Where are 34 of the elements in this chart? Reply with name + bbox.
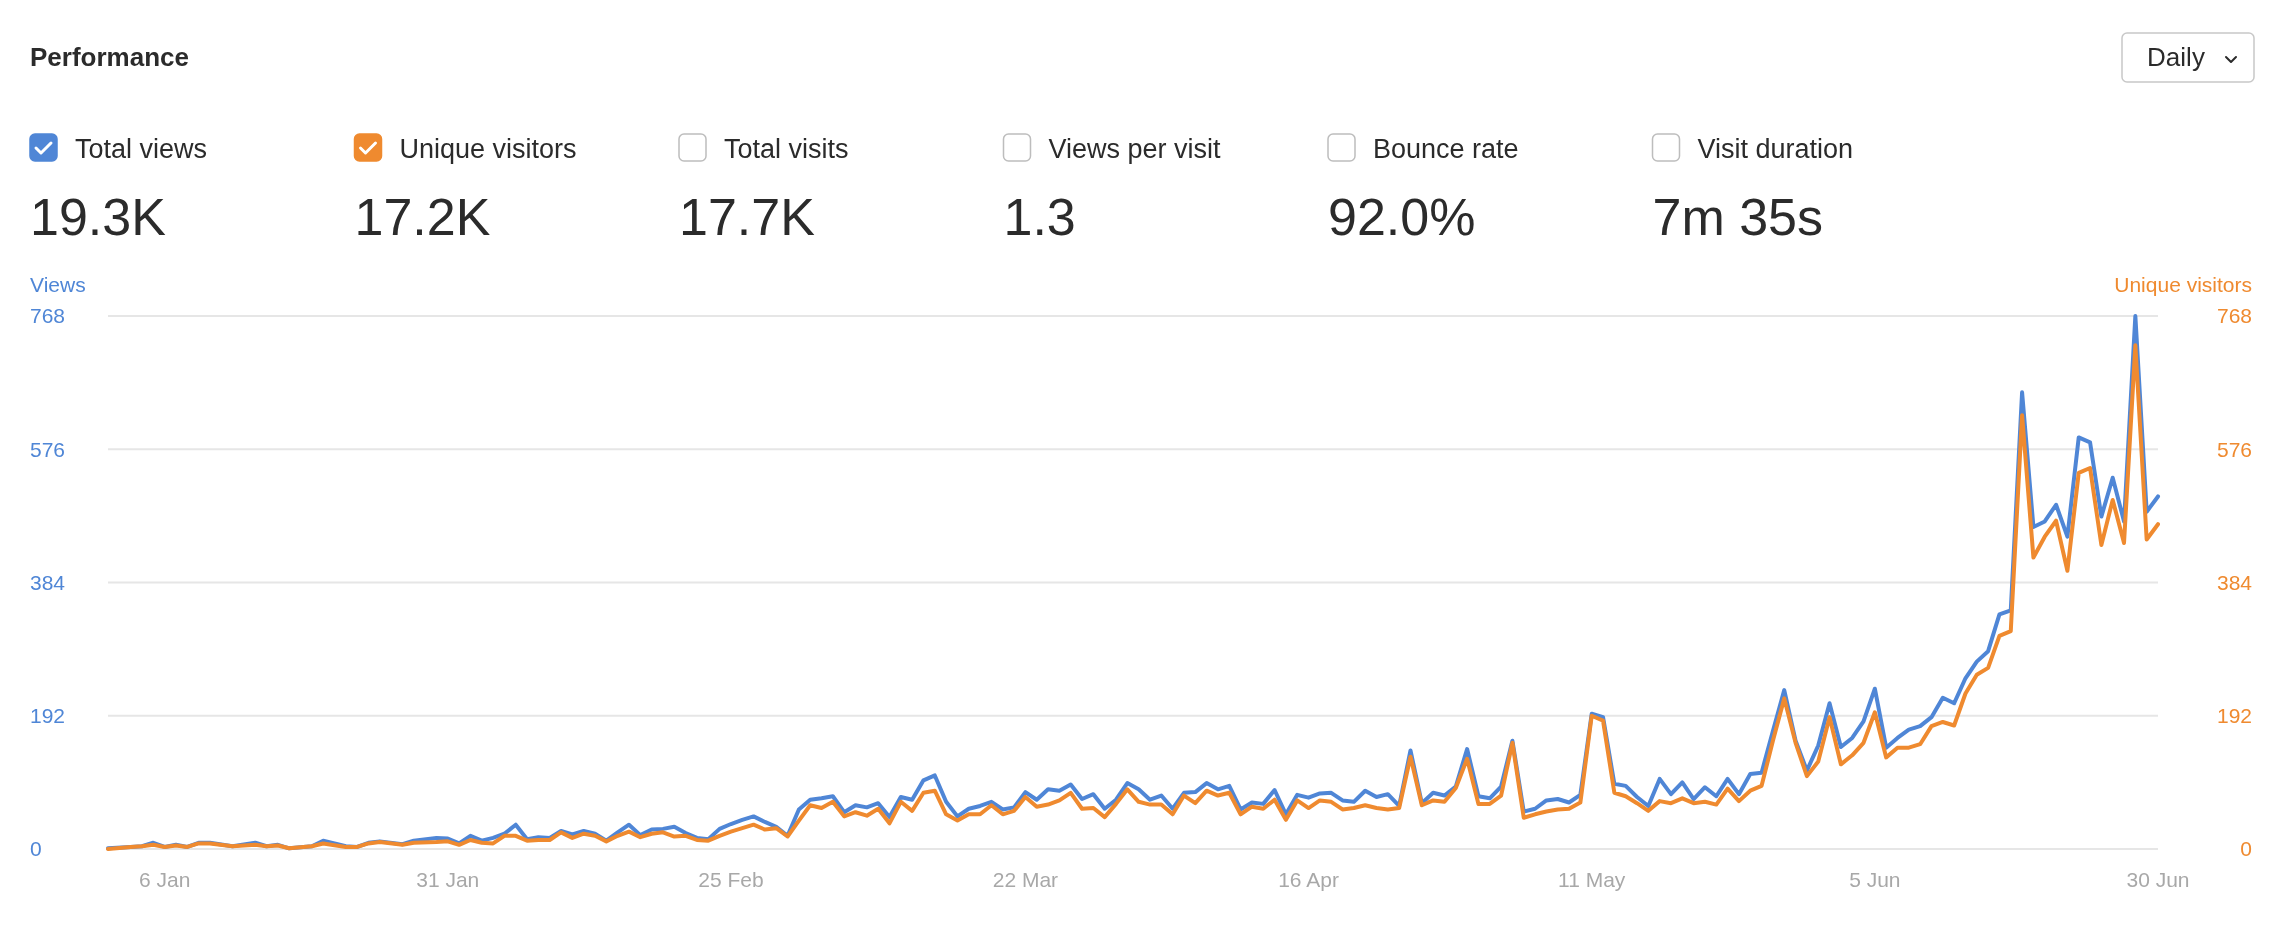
text: 17.2K	[354, 188, 491, 246]
text: 19.3K	[30, 188, 167, 246]
y2-tick-label: 0	[2240, 837, 2252, 861]
x-tick-label: 5 Jun	[1849, 868, 1901, 891]
x-tick-label: 6 Jan	[138, 868, 191, 891]
y2-tick-label: 576	[2216, 437, 2252, 461]
x-tick-label: 22 Mar	[992, 868, 1059, 891]
y-tick-label: 192	[30, 704, 66, 728]
text: Visit duration	[1697, 134, 1854, 164]
y2-axis-title: Unique visitors	[2114, 273, 2252, 296]
y-tick-label: 768	[30, 304, 66, 328]
text: 92.0%	[1328, 188, 1476, 246]
x-tick-label: 25 Feb	[698, 868, 764, 891]
x-tick-label: 16 Apr	[1278, 868, 1339, 891]
text: Total visits	[724, 134, 849, 164]
dropdown-button: Daily	[2121, 32, 2255, 83]
text: 17.7K	[679, 188, 816, 246]
text: Bounce rate	[1373, 134, 1519, 164]
text: Views per visit	[1048, 134, 1222, 164]
x-tick-label: 11 May	[1558, 868, 1626, 891]
x-tick-label: 31 Jan	[416, 868, 480, 891]
y-tick-label: 0	[30, 837, 42, 861]
text: 1.3	[1003, 188, 1076, 246]
legend-label: Total views	[75, 134, 208, 164]
y2-tick-label: 768	[2216, 304, 2252, 328]
y-tick-label: 576	[30, 437, 66, 461]
chart-title: Performance	[30, 42, 189, 72]
y2-tick-label: 384	[2216, 570, 2253, 594]
text: 7m 35s	[1652, 188, 1824, 246]
legend-label: Unique visitors	[399, 134, 577, 164]
y2-tick-label: 192	[2216, 704, 2252, 728]
y-axis-title: Views	[30, 273, 86, 296]
y-tick-label: 384	[30, 570, 66, 594]
x-tick-label: 30 Jun	[2126, 868, 2190, 891]
